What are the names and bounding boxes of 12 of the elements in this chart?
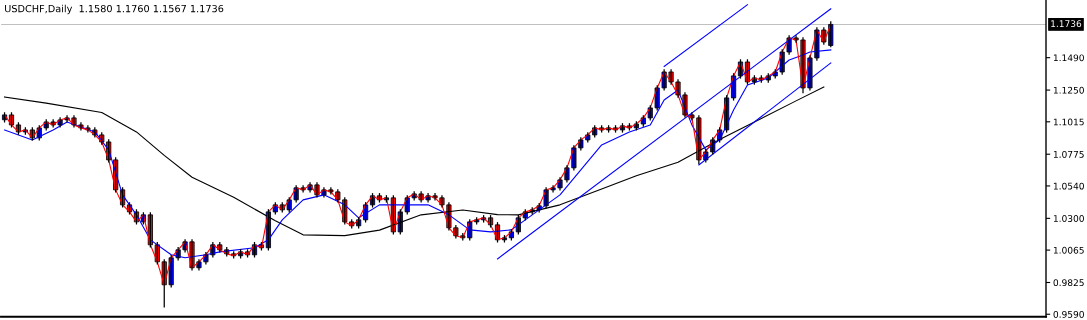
- y-tick-label: 1.1250: [1053, 86, 1084, 94]
- chart-title: USDCHF,Daily 1.1580 1.1760 1.1567 1.1736: [5, 4, 224, 15]
- y-tick-label: 1.1490: [1053, 54, 1084, 62]
- y-tick-label: 0.9590: [1053, 310, 1084, 318]
- y-tick-label: 1.0540: [1053, 182, 1084, 190]
- y-tick-label: 1.0775: [1053, 150, 1084, 158]
- y-tick-label: 1.0300: [1053, 215, 1084, 222]
- y-tick-label: 0.9825: [1053, 279, 1084, 287]
- line-series: [4, 23, 832, 286]
- y-tick-label: 1.1015: [1053, 118, 1084, 126]
- y-tick-label: 1.0065: [1053, 246, 1084, 254]
- ref-line-label: 1.1736: [1051, 20, 1082, 28]
